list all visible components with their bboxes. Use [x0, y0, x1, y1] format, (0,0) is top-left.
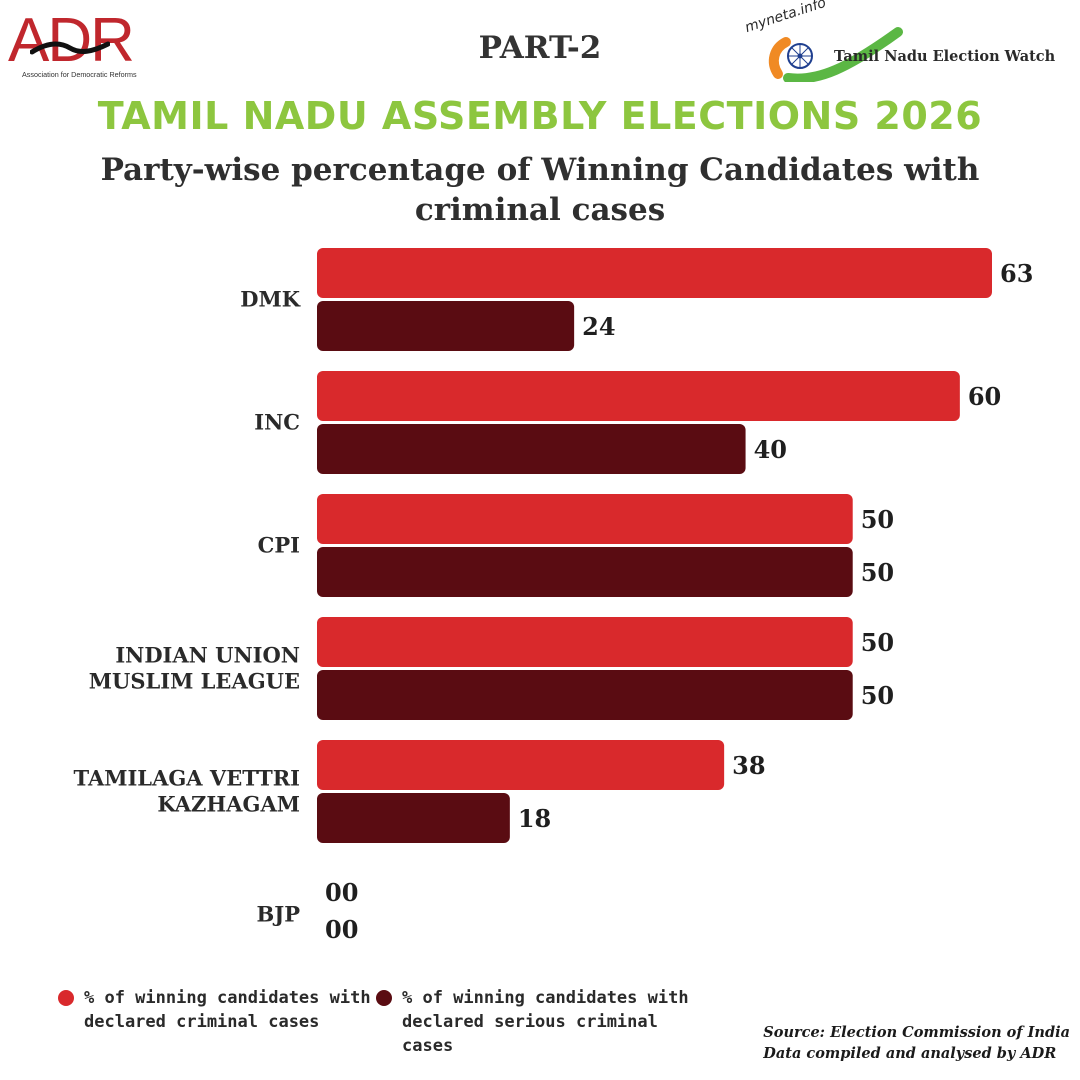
bar-criminal — [317, 494, 853, 544]
category-label: INC — [254, 410, 300, 435]
legend-item-criminal: % of winning candidates with declared cr… — [58, 986, 384, 1034]
chart-subtitle: Party-wise percentage of Winning Candida… — [100, 152, 980, 228]
data-label-serious: 00 — [325, 915, 358, 944]
data-label-serious: 24 — [582, 312, 615, 341]
adr-logo-tagline: Association for Democratic Reforms — [22, 70, 137, 79]
data-label-criminal: 60 — [968, 382, 1001, 411]
main-title: TAMIL NADU ASSEMBLY ELECTIONS 2026 — [97, 94, 983, 138]
legend-label-criminal: % of winning candidates with declared cr… — [84, 988, 371, 1032]
data-label-criminal: 38 — [732, 751, 765, 780]
myneta-emblem-icon — [768, 27, 903, 82]
myneta-logo: myneta.info Tamil Nadu Election Watch — [743, 0, 1074, 82]
category-label: TAMILAGA VETTRI KAZHAGAM — [73, 766, 300, 817]
legend-label-serious: % of winning candidates with declared se… — [402, 988, 689, 1056]
adr-swoosh-icon — [30, 41, 110, 55]
source-line-1: Source: Election Commission of India — [763, 1024, 1070, 1041]
bar-criminal — [317, 248, 992, 298]
data-label-serious: 40 — [754, 435, 787, 464]
adr-logo: ADR Association for Democratic Reforms — [8, 10, 170, 82]
data-label-criminal: 50 — [861, 628, 894, 657]
legend-item-serious: % of winning candidates with declared se… — [376, 986, 702, 1058]
bar-serious — [317, 670, 853, 720]
category-label: BJP — [257, 902, 301, 927]
bar-serious — [317, 793, 510, 843]
category-label: INDIAN UNION MUSLIM LEAGUE — [89, 643, 300, 694]
legend-swatch-criminal — [58, 990, 74, 1006]
category-label: DMK — [240, 287, 300, 312]
data-label-criminal: 63 — [1000, 259, 1033, 288]
part-label: PART-2 — [478, 30, 602, 66]
adr-logo-letters: ADR — [8, 6, 135, 75]
bar-criminal — [317, 617, 853, 667]
data-label-serious: 18 — [518, 804, 551, 833]
data-label-serious: 50 — [861, 558, 894, 587]
category-label: CPI — [258, 533, 300, 558]
bar-serious — [317, 301, 575, 351]
legend-swatch-serious — [376, 990, 392, 1006]
bar-criminal — [317, 740, 725, 790]
bar-serious — [317, 424, 746, 474]
data-label-serious: 50 — [861, 681, 894, 710]
source-note: Source: Election Commission of India Dat… — [763, 1022, 1070, 1064]
data-label-criminal: 50 — [861, 505, 894, 534]
source-line-2: Data compiled and analysed by ADR — [763, 1045, 1057, 1062]
bar-serious — [317, 547, 853, 597]
myneta-logo-tagline: Tamil Nadu Election Watch — [834, 48, 1056, 65]
data-label-criminal: 00 — [325, 878, 358, 907]
bar-chart: DMK 63 24 INC 60 40 CPI 50 50 INDIAN UNION MUSLIM … — [73, 248, 1033, 944]
bar-criminal — [317, 371, 960, 421]
